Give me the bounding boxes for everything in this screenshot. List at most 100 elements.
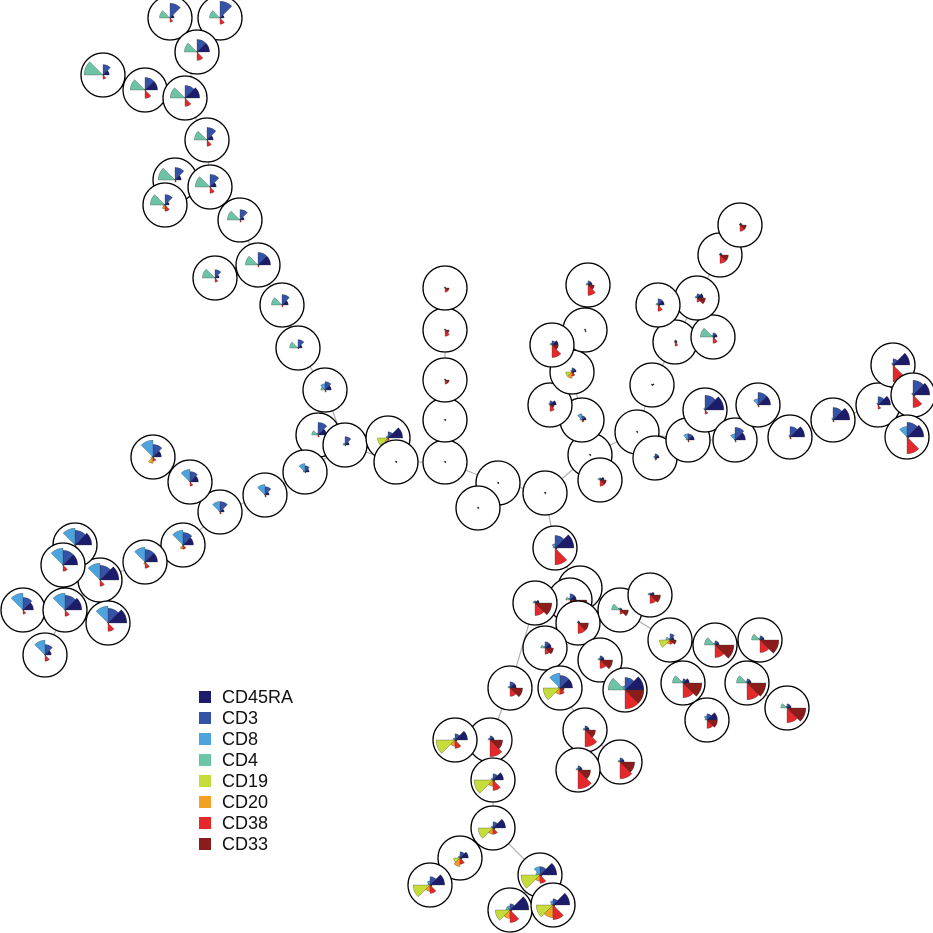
node xyxy=(529,322,575,368)
star-wedge xyxy=(443,419,446,421)
star-wedge xyxy=(152,456,157,462)
star-wedge xyxy=(298,463,306,473)
star-wedge xyxy=(673,341,676,343)
star-wedge xyxy=(509,909,513,912)
star-wedge xyxy=(99,579,102,581)
star-wedge xyxy=(788,436,791,438)
star-wedge xyxy=(549,900,554,906)
star-wedge xyxy=(654,453,659,459)
legend-label: CD38 xyxy=(222,813,268,833)
star-wedge xyxy=(635,431,638,433)
star-wedge xyxy=(712,336,718,344)
star-wedge xyxy=(789,426,805,438)
star-wedge xyxy=(239,219,242,221)
legend-label: CD45RA xyxy=(222,687,293,707)
star-wedge xyxy=(696,297,706,305)
star-wedge xyxy=(444,419,447,421)
node xyxy=(373,439,419,485)
star-wedge xyxy=(543,687,561,701)
star-wedge xyxy=(719,254,729,262)
node xyxy=(737,617,783,663)
legend-swatch xyxy=(199,691,211,703)
star-wedge xyxy=(589,454,592,456)
legend-swatch xyxy=(199,775,211,787)
star-wedge xyxy=(619,757,624,763)
node xyxy=(597,739,643,785)
star-wedge xyxy=(544,647,554,655)
star-wedge xyxy=(579,418,583,421)
star-wedge xyxy=(533,866,541,876)
star-wedge xyxy=(95,606,109,624)
node xyxy=(487,665,533,711)
star-wedge xyxy=(891,364,894,366)
star-wedge xyxy=(746,682,767,697)
star-wedge xyxy=(718,254,721,256)
star-wedge xyxy=(571,371,575,374)
star-wedge xyxy=(174,179,177,181)
star-wedge xyxy=(324,381,332,391)
node xyxy=(890,372,933,418)
star-wedge xyxy=(539,874,543,877)
node xyxy=(77,557,123,603)
star-wedge xyxy=(172,530,184,546)
star-wedge xyxy=(324,389,327,391)
star-wedge xyxy=(892,364,896,367)
star-wedge xyxy=(492,773,498,781)
star-wedge xyxy=(584,729,596,738)
star-wedge xyxy=(617,760,621,763)
node xyxy=(162,75,208,121)
star-wedge xyxy=(444,329,450,334)
star-wedge xyxy=(304,471,307,473)
star-wedge xyxy=(739,224,747,230)
star-wedge xyxy=(83,61,104,76)
star-wedge xyxy=(548,404,551,406)
node xyxy=(629,362,675,408)
star-wedge xyxy=(492,818,506,829)
star-wedge xyxy=(912,394,923,408)
star-wedge xyxy=(549,404,555,409)
node xyxy=(422,307,468,353)
legend-label: CD8 xyxy=(222,729,258,749)
star-wedge xyxy=(696,293,701,299)
star-wedge xyxy=(704,409,709,415)
star-wedge xyxy=(789,436,792,438)
star-wedge xyxy=(454,730,468,741)
star-wedge xyxy=(184,87,200,99)
star-wedge xyxy=(509,681,515,689)
star-wedge xyxy=(584,725,589,731)
star-wedge xyxy=(549,404,555,412)
star-wedge xyxy=(704,718,708,721)
legend-swatch xyxy=(199,796,211,808)
star-wedge xyxy=(140,440,154,458)
star-wedge xyxy=(554,547,558,550)
node xyxy=(130,434,176,480)
star-wedge xyxy=(320,386,326,391)
star-wedge xyxy=(219,511,222,513)
star-wedge xyxy=(454,739,462,749)
star-wedge xyxy=(454,739,458,742)
legend-label: CD20 xyxy=(222,792,268,812)
star-wedge xyxy=(649,594,661,603)
node xyxy=(217,197,263,243)
star-wedge xyxy=(43,654,46,656)
star-wedge xyxy=(659,639,671,648)
star-wedge xyxy=(444,329,450,337)
star-wedge xyxy=(87,563,101,581)
node xyxy=(142,182,188,228)
star-wedge xyxy=(877,395,891,406)
star-wedge xyxy=(892,352,910,366)
star-wedge xyxy=(587,284,596,296)
star-wedge xyxy=(62,564,68,572)
star-wedge xyxy=(912,394,916,397)
star-wedge xyxy=(551,340,556,346)
star-wedge xyxy=(636,431,639,433)
node xyxy=(160,522,206,568)
node xyxy=(530,882,576,928)
star-wedge xyxy=(733,439,736,441)
star-wedge xyxy=(317,422,328,436)
star-wedge xyxy=(227,210,241,221)
star-wedge xyxy=(577,413,583,421)
star-wedge xyxy=(281,304,284,306)
star-wedge xyxy=(150,194,166,206)
